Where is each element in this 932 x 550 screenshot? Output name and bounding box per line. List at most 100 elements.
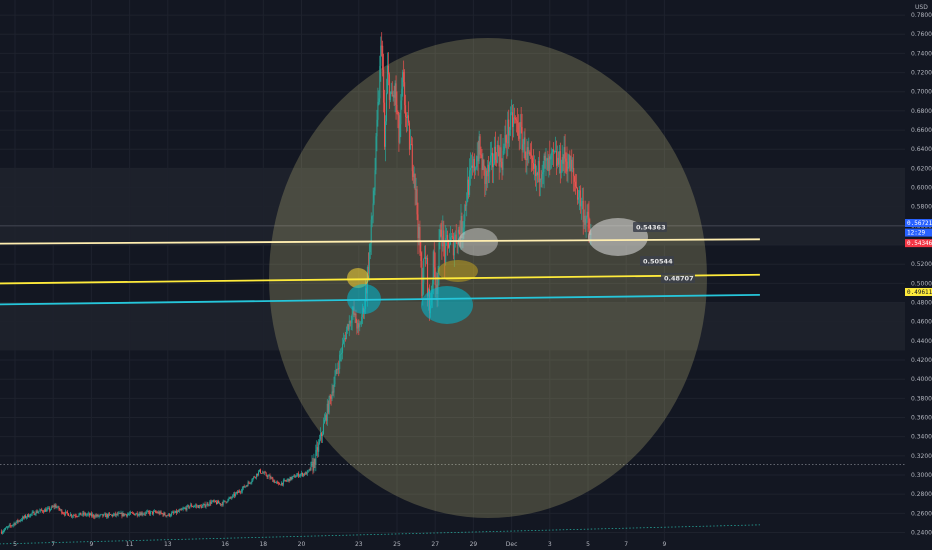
candle-body [253, 476, 255, 479]
candle-body [516, 120, 518, 124]
candle-body [551, 152, 553, 156]
candle-body [585, 218, 587, 225]
candle-body [6, 527, 8, 528]
candle-body [326, 403, 328, 421]
candle-body [236, 491, 238, 494]
candle-body [465, 205, 467, 206]
candle-body [328, 396, 330, 413]
candle-body [8, 524, 10, 527]
candle-body [358, 323, 360, 328]
candle-body [323, 420, 325, 424]
candle-body [190, 504, 192, 507]
candle-body [457, 229, 459, 245]
candle-body [146, 511, 148, 513]
candle-body [449, 244, 451, 248]
candle-body [566, 161, 568, 172]
candle-body [198, 505, 200, 509]
candle-body [493, 146, 495, 164]
candle-body [506, 142, 508, 144]
candle-body [103, 514, 105, 517]
candle-body [115, 513, 117, 516]
candle-body [357, 323, 359, 329]
candle-body [285, 480, 287, 482]
candle-body [494, 146, 496, 160]
candle-body [173, 512, 175, 514]
candle-body [520, 122, 522, 128]
x-tick-label: Dec [506, 541, 518, 548]
candle-body [245, 485, 247, 487]
candle-body [9, 524, 11, 526]
candle-body [194, 505, 196, 507]
candle-body [288, 478, 290, 482]
candle-body [269, 475, 271, 479]
candle-body [110, 514, 112, 516]
candle-body [422, 282, 424, 296]
candle-body [49, 509, 51, 511]
candle-body [458, 229, 460, 233]
candle-body [346, 324, 348, 331]
candle-body [254, 476, 256, 478]
candle-body [322, 434, 324, 436]
candle-body [584, 215, 586, 225]
candle-body [25, 516, 27, 518]
candle-body [435, 284, 437, 286]
candle-body [440, 229, 442, 237]
candle-body [223, 500, 225, 502]
candle-body [47, 507, 49, 509]
candle-body [28, 516, 30, 518]
x-tick-label: 16 [221, 541, 229, 548]
candle-body [474, 167, 476, 171]
candle-body [385, 93, 387, 122]
candle-body [64, 513, 66, 515]
candle-body [359, 324, 361, 328]
candle-body [517, 123, 519, 136]
candle-body [272, 478, 274, 482]
candle-body [72, 515, 74, 517]
candle-body [271, 477, 273, 479]
gray-ellipse-mid [458, 228, 498, 256]
candle-body [581, 201, 583, 203]
candle-body [536, 172, 538, 176]
candle-body [403, 71, 405, 83]
candle-body [560, 171, 562, 174]
candle-body [296, 475, 298, 477]
candle-body [12, 524, 14, 526]
candle-body [491, 152, 493, 156]
price-tag [905, 287, 932, 296]
candle-body [207, 503, 209, 506]
candle-body [319, 439, 321, 444]
candle-body [408, 122, 410, 150]
horizontal-lines [0, 225, 905, 465]
candle-body [89, 513, 91, 516]
candle-body [221, 504, 223, 506]
candle-body [171, 513, 173, 516]
candle-body [513, 117, 515, 127]
candle-body [373, 190, 375, 204]
candle-body [175, 510, 177, 514]
candle-body [368, 252, 370, 274]
candle-body [16, 520, 18, 523]
candle-body [196, 505, 198, 507]
candle-body [83, 512, 85, 515]
candle-body [110, 514, 111, 515]
candle-body [213, 500, 215, 502]
price-annotations: 0.54363 0.50544 0.48707 [633, 222, 695, 283]
candle-body [314, 458, 316, 465]
x-tick-label: 13 [164, 541, 172, 548]
candle-body [382, 45, 384, 70]
candle-body [41, 509, 43, 511]
candle-body [317, 447, 319, 452]
candle-body [510, 112, 512, 131]
candle-body [133, 513, 135, 516]
candle-body [558, 151, 560, 165]
x-axis[interactable]: 5 7 9 11 13 16 18 20 23 25 27 29 Dec 3 5 7 9 [13, 541, 666, 548]
candle-body [340, 353, 342, 355]
candle-body [38, 511, 40, 512]
trend-lines[interactable] [0, 238, 760, 545]
candle-body [447, 234, 449, 240]
